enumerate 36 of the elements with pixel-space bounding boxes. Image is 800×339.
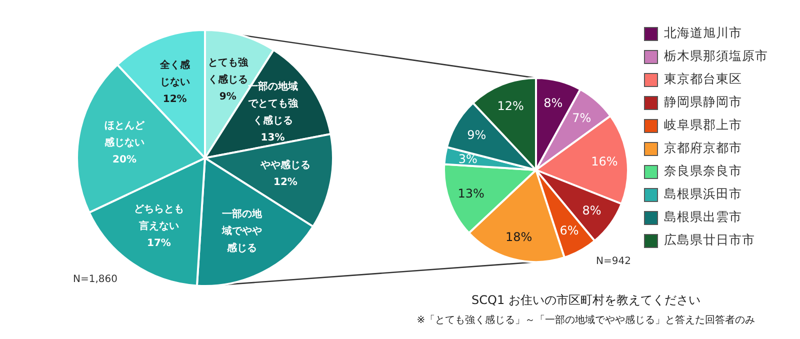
data-label: 17% (146, 237, 171, 248)
slice-label: 全く感じない (158, 58, 191, 88)
legend-label: 京都府京都市 (664, 140, 742, 157)
slice-label: やや感じる (259, 158, 310, 170)
slice-label: ほとんど感じない (104, 120, 146, 148)
legend-label: 東京都台東区 (664, 71, 742, 88)
data-label: 18% (506, 230, 532, 244)
data-label: 8% (582, 204, 602, 218)
data-label: 12% (497, 98, 524, 113)
legend-label: 島根県出雲市 (664, 209, 742, 226)
text: SCQ1 お住いの市区町村を教えてください (470, 292, 702, 309)
data-label: 8% (544, 96, 563, 110)
data-label: 13% (458, 186, 484, 200)
legend-label: 静岡県静岡市 (664, 94, 742, 111)
legend-label: 奈良県奈良市 (664, 163, 742, 180)
data-label: 3% (458, 152, 478, 166)
data-label: 9% (219, 90, 236, 102)
legend-label: 島根県浜田市 (664, 186, 742, 203)
text: ※「とても強く感じる」～「一部の地域でやや感じる」と答えた回答者のみ (416, 314, 756, 327)
legend-label: 北海道旭川市 (664, 25, 742, 42)
slice-label: どちらとも言えない (134, 203, 184, 232)
text: N=1,860 (73, 274, 118, 285)
text: N=942 (596, 256, 631, 267)
data-label: 9% (467, 128, 486, 142)
legend-label: 栃木県那須塩原市 (664, 48, 768, 65)
slice-label: 一部の地域でやや感じる (221, 207, 264, 254)
data-label: 6% (560, 223, 579, 238)
data-label: 12% (162, 93, 187, 104)
slice-label: とても強く感じる (208, 56, 249, 85)
data-label: 7% (572, 111, 592, 126)
data-label: 20% (112, 154, 136, 166)
data-label: 16% (591, 154, 618, 168)
legend-label: 広島県廿日市市 (664, 232, 755, 249)
data-label: 12% (274, 176, 298, 188)
legend-label: 岐阜県郡上市 (664, 117, 742, 134)
data-label: 13% (260, 132, 285, 143)
